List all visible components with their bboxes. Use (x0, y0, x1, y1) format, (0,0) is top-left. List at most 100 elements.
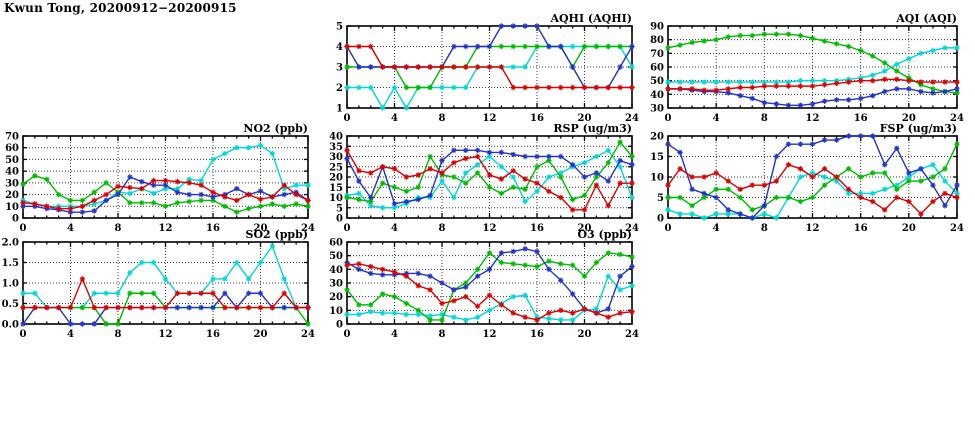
data-point-marker (906, 56, 912, 62)
data-point-marker (749, 207, 755, 213)
data-point-marker (67, 209, 74, 215)
x-tick-label: 8 (439, 223, 446, 234)
data-point-marker (689, 79, 695, 85)
data-point-marker (439, 317, 445, 323)
data-point-marker (379, 291, 386, 297)
data-point-marker (701, 194, 707, 201)
data-point-marker (737, 79, 743, 85)
x-tick-label: 16 (530, 113, 544, 124)
data-point-marker (809, 194, 816, 201)
data-point-marker (569, 262, 576, 268)
y-tick-label: 0 (336, 320, 343, 331)
data-point-marker (677, 79, 683, 85)
data-point-marker (91, 304, 97, 311)
data-point-marker (713, 194, 719, 201)
data-point-marker (677, 42, 683, 48)
data-point-marker (379, 105, 386, 111)
data-point-marker (186, 198, 192, 205)
data-point-marker (918, 211, 924, 217)
data-point-marker (115, 321, 121, 327)
data-point-marker (368, 64, 374, 70)
data-point-marker (150, 200, 157, 206)
series-red (20, 276, 311, 311)
data-point-marker (737, 84, 743, 91)
data-point-marker (773, 101, 780, 107)
data-point-marker (725, 34, 731, 40)
data-point-marker (356, 302, 362, 308)
data-point-marker (581, 159, 588, 166)
plot-frame (667, 25, 958, 109)
data-point-marker (833, 80, 840, 87)
data-point-marker (486, 292, 493, 298)
data-point-marker (617, 64, 623, 70)
data-point-marker (797, 174, 804, 180)
data-point-marker (930, 90, 936, 96)
data-point-marker (665, 141, 671, 147)
data-point-marker (391, 184, 398, 190)
data-point-marker (761, 182, 768, 188)
data-point-marker (617, 251, 623, 257)
data-point-marker (629, 43, 635, 50)
data-point-marker (103, 321, 109, 327)
data-point-marker (210, 156, 216, 163)
data-point-marker (222, 150, 228, 157)
y-tick-label: 1 (336, 104, 343, 115)
data-point-marker (906, 86, 912, 92)
data-point-marker (463, 147, 469, 154)
data-point-marker (918, 88, 924, 95)
data-point-marker (833, 178, 840, 184)
y-tick-label: 3 (336, 63, 343, 74)
y-tick-label: 15 (650, 152, 664, 163)
data-point-marker (344, 262, 350, 268)
data-point-marker (198, 182, 204, 188)
data-point-marker (833, 77, 840, 84)
data-point-marker (773, 31, 780, 37)
data-point-marker (569, 196, 576, 203)
data-point-marker (569, 64, 576, 70)
data-point-marker (498, 259, 505, 266)
data-point-marker (558, 84, 564, 91)
data-point-marker (368, 43, 374, 50)
data-point-marker (174, 189, 181, 195)
data-point-marker (785, 102, 792, 108)
data-point-marker (749, 32, 755, 39)
data-point-marker (510, 293, 516, 300)
data-point-marker (281, 191, 287, 198)
data-point-marker (20, 290, 26, 296)
data-point-marker (605, 203, 611, 209)
data-point-marker (403, 174, 410, 180)
data-point-marker (546, 310, 552, 316)
data-point-marker (546, 266, 552, 273)
data-point-marker (403, 188, 410, 195)
data-point-marker (821, 166, 828, 172)
x-tick-label: 24 (301, 223, 315, 234)
data-point-marker (522, 153, 528, 160)
data-point-marker (629, 180, 635, 186)
y-tick-label: 25 (329, 162, 343, 173)
data-point-marker (115, 183, 121, 190)
data-point-marker (210, 197, 216, 204)
data-point-marker (870, 53, 876, 59)
series-cyan (665, 45, 960, 85)
data-point-marker (605, 178, 611, 184)
data-point-marker (522, 186, 528, 192)
y-tick-label: 35 (329, 142, 343, 153)
data-point-marker (186, 191, 192, 198)
data-point-marker (210, 276, 216, 282)
data-point-marker (558, 43, 564, 50)
data-point-marker (379, 180, 386, 186)
data-point-marker (930, 79, 936, 85)
data-point-marker (127, 304, 133, 311)
data-point-marker (761, 211, 768, 217)
data-point-marker (498, 302, 505, 308)
data-point-marker (629, 283, 635, 289)
data-point-marker (186, 304, 192, 311)
data-point-marker (737, 93, 743, 99)
series-red (665, 162, 960, 217)
data-point-marker (821, 182, 828, 188)
data-point-marker (510, 168, 516, 174)
data-point-marker (773, 153, 780, 160)
data-point-marker (198, 197, 204, 204)
data-point-marker (234, 209, 240, 215)
